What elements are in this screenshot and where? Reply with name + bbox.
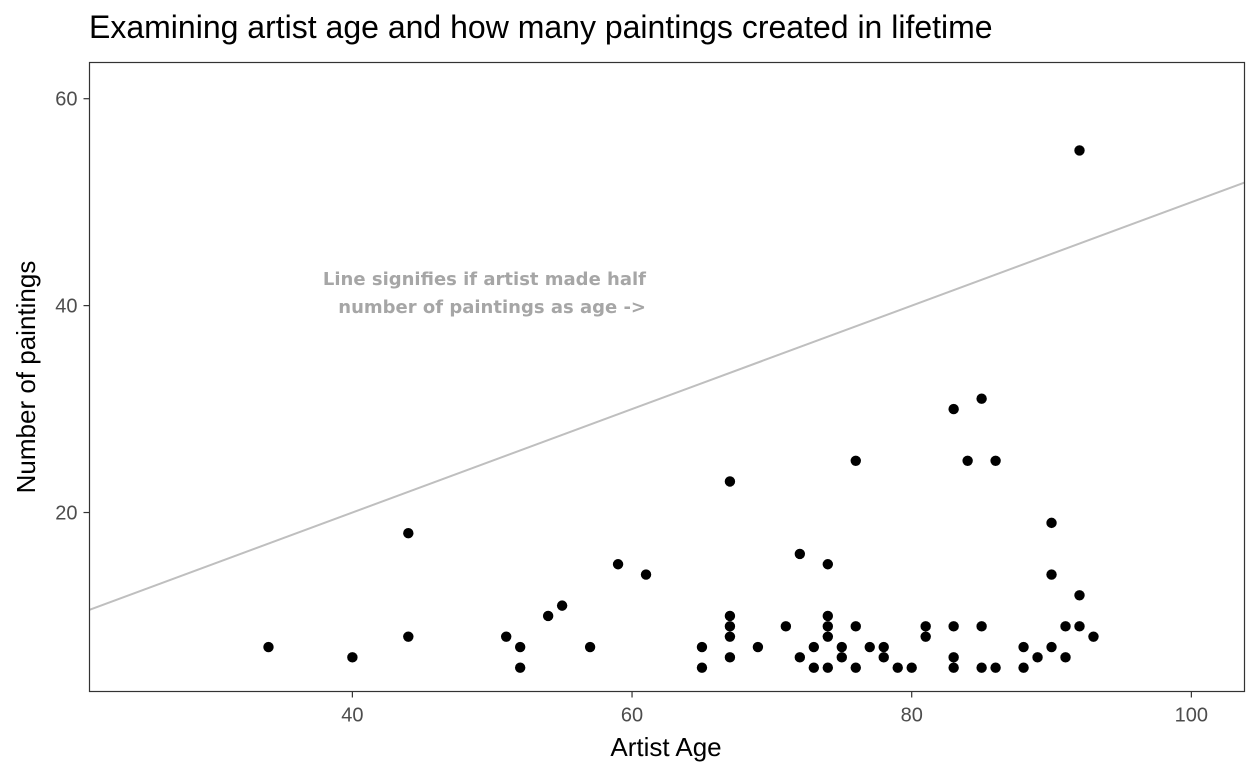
data-point [808,662,820,673]
data-point [836,641,847,653]
data-point [1074,145,1085,156]
data-point [948,652,959,663]
x-tick-label: 60 [621,705,643,727]
y-tick-label: 60 [55,89,77,111]
y-axis-title: Number of paintings [11,261,41,494]
data-point [962,455,973,466]
plot-area [88,61,1246,693]
data-point [878,641,889,653]
data-point [724,652,736,663]
annotation: Line signifies if artist made half number… [323,269,646,318]
data-point [724,610,736,622]
data-point [696,641,708,653]
data-point [864,641,875,653]
data-point [920,621,931,632]
data-point [403,631,414,642]
data-point [514,662,526,673]
data-point [347,652,358,663]
data-point [822,662,834,673]
data-point [836,652,847,663]
data-point [612,559,624,570]
data-point [1046,517,1057,529]
data-point [1074,621,1085,632]
x-axis: 40 60 80 100 [341,691,1208,727]
data-point [263,641,274,653]
data-point [752,641,764,653]
data-point [514,641,526,653]
annotation-line: number of paintings as age -> [338,297,646,318]
data-point [990,662,1001,673]
x-axis-title: Artist Age [610,732,721,762]
data-point [500,631,512,642]
data-point [920,631,931,642]
data-point [1074,590,1085,601]
data-point [1088,631,1099,642]
data-point [794,548,806,560]
x-tick-label: 40 [341,705,363,727]
data-point [948,662,959,673]
data-point [1018,662,1029,673]
data-point [976,393,987,404]
data-point [1046,641,1057,653]
data-point [948,403,959,415]
data-point [556,600,568,611]
x-tick-label: 80 [901,705,923,727]
annotation-line: Line signifies if artist made half [323,269,646,290]
data-point [584,641,596,653]
data-point [990,455,1001,466]
data-point [1060,621,1071,632]
data-point [822,559,834,570]
chart-title: Examining artist age and how many painti… [89,9,993,45]
data-point [948,621,959,632]
data-point [724,621,736,632]
data-point [696,662,708,673]
data-point [794,652,806,663]
data-point [976,621,987,632]
data-point [542,610,554,622]
data-point [724,631,736,642]
x-tick-label: 100 [1175,705,1208,727]
reference-line [89,181,1245,611]
y-tick-label: 20 [55,503,77,525]
data-point [724,476,736,487]
data-point [878,652,889,663]
data-point [850,455,861,466]
data-point [808,641,820,653]
data-point [640,569,652,580]
data-point [850,621,861,632]
plot-panel-border [88,61,1246,693]
data-point [822,610,834,622]
data-point [403,528,414,539]
data-point [1046,569,1057,580]
data-point [822,631,834,642]
data-point [850,662,861,673]
data-point [1032,652,1043,663]
data-point [1060,652,1071,663]
data-point [906,662,917,673]
data-point [822,621,834,632]
y-tick-label: 40 [55,296,77,318]
data-point [780,621,792,632]
data-point [976,662,987,673]
data-point [1018,641,1029,653]
y-axis: 20 40 60 [55,89,90,525]
data-point [892,662,903,673]
